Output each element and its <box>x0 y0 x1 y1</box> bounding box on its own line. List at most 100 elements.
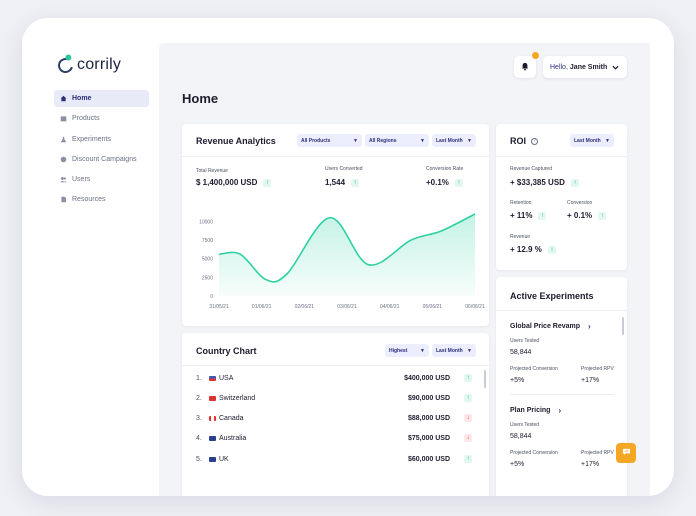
metric-label: Conversion Rate <box>426 166 464 172</box>
revenue-value: + 12.9 % <box>510 245 542 254</box>
sidebar-item-discount-campaigns[interactable]: Discount Campaigns <box>54 151 149 168</box>
x-tick-label: 01/06/21 <box>252 304 272 310</box>
users-tested-label: Users Tested <box>510 338 540 344</box>
chat-button[interactable] <box>616 443 636 463</box>
country-period-filter[interactable]: Last Month ▼ <box>432 344 476 357</box>
arrow-up-icon: ↑ <box>454 178 463 187</box>
user-menu[interactable]: Hello, Jane Smith <box>543 56 627 78</box>
table-row[interactable]: 1. USA $400,000 USD ↑ <box>196 372 474 384</box>
country-amount: $75,000 USD <box>407 434 450 442</box>
metric-label: Conversion <box>567 200 593 206</box>
y-tick-label: 5000 <box>202 257 213 263</box>
metric-label: Revenue <box>510 234 531 240</box>
info-icon[interactable]: ? <box>531 137 539 145</box>
scrollbar[interactable] <box>484 370 486 388</box>
sidebar-item-experiments[interactable]: Experiments <box>54 131 149 148</box>
projected-conversion-label: Projected Conversion <box>510 366 558 372</box>
logo-icon <box>55 54 76 76</box>
rank: 3. <box>196 414 202 422</box>
metric-label: Users Converted <box>325 166 363 172</box>
sidebar-item-resources[interactable]: Resources <box>54 191 149 208</box>
country-name: Switzerland <box>219 394 256 402</box>
sidebar-item-label: Experiments <box>72 135 111 143</box>
revenue-chart-svg: 0 2500 5000 7500 10000 31/05/21 01/06/21 02/06/… <box>199 213 485 310</box>
logo[interactable]: corrily <box>55 54 121 76</box>
revenue-analytics-card: Revenue Analytics All Products ▼ All Reg… <box>182 124 489 326</box>
chevron-down-icon: ▼ <box>353 137 358 144</box>
country-name: Canada <box>219 414 244 422</box>
sort-filter[interactable]: Highest ▼ <box>385 344 429 357</box>
metric-value: + 0.1% ↑ <box>567 211 607 220</box>
experiment-link[interactable]: Plan Pricing › <box>510 406 561 415</box>
y-tick-label: 2500 <box>202 275 213 281</box>
users-converted-value: 1,544 <box>325 178 346 187</box>
country-amount: $90,000 USD <box>407 394 450 402</box>
filter-value: Last Month <box>574 137 601 144</box>
y-tick-label: 7500 <box>202 238 213 244</box>
greeting: Hello, <box>550 63 568 71</box>
sidebar-item-label: Discount Campaigns <box>72 155 137 163</box>
roi-card: ROI ? Last Month ▼ Revenue Captured + $3… <box>496 124 627 270</box>
card-title: Country Chart <box>196 346 257 356</box>
table-row[interactable]: 3. Canada $88,000 USD ↓ <box>196 412 474 424</box>
metric-value: 1,544 ↑ <box>325 178 360 187</box>
arrow-up-icon: ↑ <box>598 211 607 220</box>
period-filter[interactable]: Last Month ▼ <box>432 134 476 147</box>
regions-filter[interactable]: All Regions ▼ <box>365 134 429 147</box>
country-chart-card: Country Chart Highest ▼ Last Month ▼ 1. … <box>182 333 489 496</box>
flag-au-icon <box>209 435 216 441</box>
notifications-button[interactable] <box>514 52 539 78</box>
flag-ca-icon <box>209 415 216 421</box>
revenue-line <box>218 213 476 283</box>
x-tick-label: 05/06/21 <box>423 304 443 310</box>
conversion-rate-value: +0.1% <box>426 178 449 187</box>
flag-ch-icon <box>209 395 216 401</box>
revenue-captured-value: + $33,385 USD <box>510 178 565 187</box>
roi-period-filter[interactable]: Last Month ▼ <box>570 134 614 147</box>
app-frame: corrily Home Products Experiments <box>22 18 674 496</box>
filter-value: Last Month <box>436 347 463 354</box>
flag-uk-icon <box>209 456 216 462</box>
chat-icon <box>622 448 631 458</box>
rank: 1. <box>196 374 202 382</box>
filter-value: All Products <box>301 137 331 144</box>
filter-value: Last Month <box>436 137 463 144</box>
table-row[interactable]: 5. UK $60,000 USD ↑ <box>196 453 474 465</box>
users-icon <box>60 176 67 183</box>
conversion-value: + 0.1% <box>567 211 593 220</box>
country-amount: $60,000 USD <box>407 455 450 463</box>
table-row[interactable]: 4. Australia $75,000 USD ↓ <box>196 432 474 444</box>
sidebar: corrily Home Products Experiments <box>22 18 158 496</box>
sidebar-item-users[interactable]: Users <box>54 171 149 188</box>
arrow-down-icon: ↓ <box>464 414 472 422</box>
chevron-right-icon: › <box>558 406 562 415</box>
rank: 4. <box>196 434 202 442</box>
x-tick-label: 06/06/21 <box>465 304 485 310</box>
table-row[interactable]: 2. Switzerland $90,000 USD ↑ <box>196 392 474 404</box>
main-content: Hello, Jane Smith Home Revenue Analytics… <box>159 43 650 496</box>
projected-conversion-label: Projected Conversion <box>510 450 558 456</box>
projected-rpv-value: +17% <box>581 461 600 468</box>
chevron-down-icon: ▼ <box>467 137 472 144</box>
sidebar-item-home[interactable]: Home <box>54 90 149 107</box>
sidebar-item-products[interactable]: Products <box>54 110 149 127</box>
metric-value: + $33,385 USD ↑ <box>510 178 579 187</box>
y-tick-label: 10000 <box>199 219 213 225</box>
products-filter[interactable]: All Products ▼ <box>297 134 362 147</box>
users-tested-label: Users Tested <box>510 422 540 428</box>
chevron-right-icon: › <box>588 322 591 331</box>
flag-us-icon <box>209 375 216 381</box>
arrow-up-icon: ↑ <box>464 394 472 402</box>
chevron-down-icon: ▼ <box>467 347 472 354</box>
metric-value: + 12.9 % ↑ <box>510 245 556 254</box>
projected-rpv-value: +17% <box>581 377 600 384</box>
divider <box>510 394 614 395</box>
retention-value: + 11% <box>510 211 533 220</box>
sidebar-nav: Home Products Experiments Discount Campa… <box>54 90 149 212</box>
arrow-up-icon: ↑ <box>538 211 547 220</box>
experiment-link[interactable]: Global Price Revamp › <box>510 322 591 331</box>
x-tick-label: 02/06/21 <box>295 304 315 310</box>
home-icon <box>60 95 67 102</box>
metric-label: Retention <box>510 200 532 206</box>
scrollbar[interactable] <box>622 317 624 335</box>
